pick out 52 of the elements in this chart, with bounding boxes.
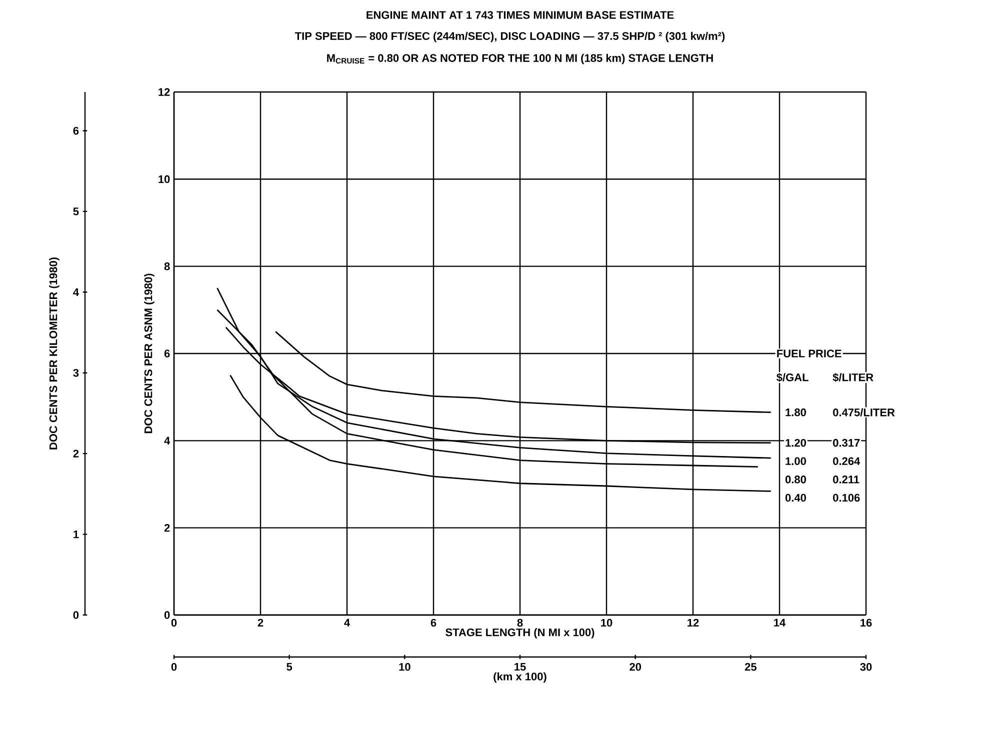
x-tick-label: 6: [430, 618, 436, 627]
x2-axis-title: (km x 100): [494, 672, 546, 683]
annotation: $/LITER: [832, 372, 874, 382]
y2-tick-label: 6: [73, 126, 79, 135]
text: M$_{CRUISE}$ = 0.80 OR AS NOTED FOR THE 100 N MI (185 km) STAGE LENGTH: [327, 54, 713, 64]
annotation: 0.264: [833, 457, 860, 466]
y2-tick-label: 0: [73, 611, 79, 619]
y2-tick-label: 2: [73, 450, 79, 458]
series-label: 1.20: [786, 438, 806, 447]
series-label: 0.40: [785, 494, 806, 502]
annotation: 0.106: [833, 494, 860, 502]
y-tick-label: 8: [164, 262, 170, 270]
x-tick-label: 12: [688, 618, 699, 627]
series-label: 1.80: [786, 408, 806, 416]
y2-tick-label: 1: [74, 530, 79, 538]
y-tick-label: 10: [158, 175, 170, 184]
y-tick-label: 2: [164, 524, 170, 532]
x-tick-label: 16: [860, 618, 872, 627]
line-series: [274, 331, 772, 414]
y2-axis-title: DOC CENTS PER KILOMETER (1980): [49, 257, 60, 450]
x2-tick-label: 25: [744, 662, 756, 671]
y-tick-label: 0: [164, 611, 170, 619]
text: 0.80: [785, 476, 806, 484]
x-axis-title: STAGE LENGTH (N MI x 100): [446, 628, 594, 638]
chart-subtitle: TIP SPEED — 800 FT/SEC (244m/SEC), DISC LOADING — 37.5 SHP/D ² (301 kw/m²): [294, 32, 725, 42]
x2-tick-label: 10: [399, 662, 410, 671]
y2-tick-label: 3: [73, 368, 79, 377]
annotation: 0.317: [833, 438, 860, 447]
x2-tick-label: 5: [286, 662, 292, 671]
x2-tick-label: 0: [171, 662, 177, 671]
y2-tick-label: 5: [73, 208, 79, 216]
x-tick-label: 10: [601, 618, 612, 627]
y-axis-title: DOC CENTS PER ASNM (1980): [144, 274, 154, 434]
chart-title: ENGINE MAINT AT 1 743 TIMES MINIMUM BASE ESTIMATE: [366, 11, 674, 19]
x-tick-label: 14: [774, 618, 786, 626]
annotation: 0.475/LITER: [833, 408, 895, 416]
annotation: 0.211: [833, 476, 860, 484]
x-tick-label: 8: [517, 618, 523, 627]
annotation: $/GAL: [776, 372, 808, 382]
x-tick-label: 4: [344, 618, 350, 626]
x-tick-label: 2: [258, 618, 264, 627]
y-tick-label: 4: [164, 436, 170, 444]
line-series: [230, 374, 772, 492]
x2-tick-label: 20: [630, 662, 642, 671]
y2-tick-label: 4: [73, 288, 79, 296]
annotation: FUEL PRICE: [777, 350, 842, 358]
y-tick-label: 6: [164, 350, 170, 358]
x-tick-label: 0: [171, 618, 177, 627]
x2-tick-label: 15: [514, 662, 526, 671]
series-label: 1.00: [786, 457, 806, 466]
y-tick-label: 12: [158, 88, 170, 96]
x2-tick-label: 30: [860, 662, 872, 671]
